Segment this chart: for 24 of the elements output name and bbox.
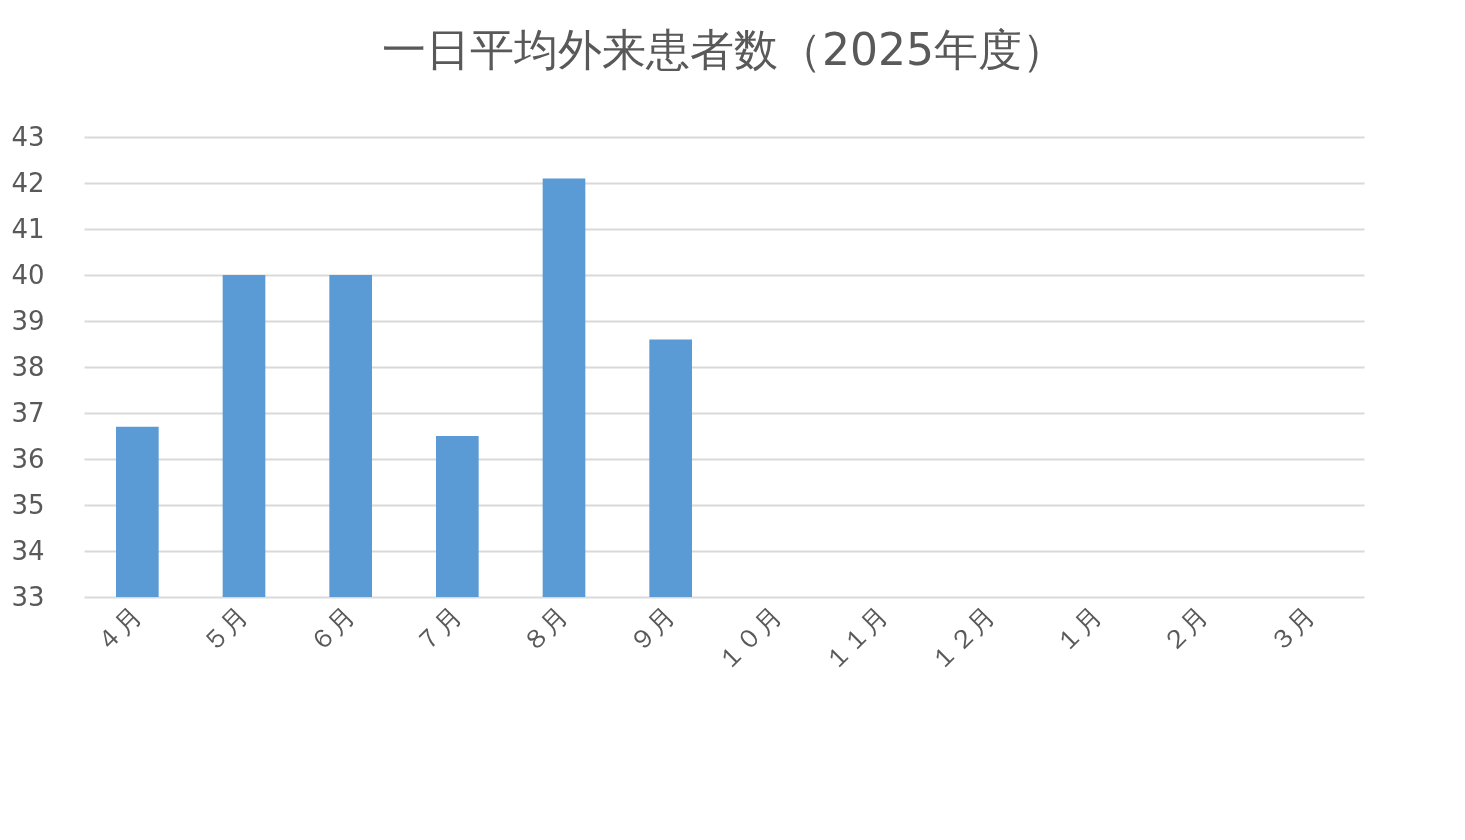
y-tick-label: 40 xyxy=(11,259,45,290)
y-tick-label: 43 xyxy=(11,121,45,152)
x-tick-label: １０月 xyxy=(710,600,788,677)
x-tick-label: ５月 xyxy=(195,600,254,659)
x-tick-label: ７月 xyxy=(409,600,468,659)
x-tick-label: ９月 xyxy=(622,600,681,659)
y-tick-label: 38 xyxy=(11,351,45,382)
y-tick-label: 37 xyxy=(11,397,45,428)
x-tick-label: ３月 xyxy=(1262,600,1321,659)
x-tick-label: ２月 xyxy=(1155,600,1214,659)
x-tick-label: ８月 xyxy=(515,600,574,659)
x-tick-label: １２月 xyxy=(924,600,1001,677)
x-tick-label: １１月 xyxy=(817,600,894,677)
y-tick-label: 35 xyxy=(11,489,45,520)
x-tick-label: １月 xyxy=(1049,600,1108,659)
y-tick-label: 36 xyxy=(11,443,45,474)
x-tick-label: ４月 xyxy=(89,600,148,659)
y-tick-label: 34 xyxy=(11,535,45,566)
x-tick-label: ６月 xyxy=(302,600,361,659)
chart-title: 一日平均外来患者数（2025年度） xyxy=(382,24,1066,75)
y-tick-label: 42 xyxy=(11,167,45,198)
y-tick-label: 39 xyxy=(11,305,45,336)
y-tick-label: 41 xyxy=(11,213,45,244)
y-tick-label: 33 xyxy=(11,581,45,612)
